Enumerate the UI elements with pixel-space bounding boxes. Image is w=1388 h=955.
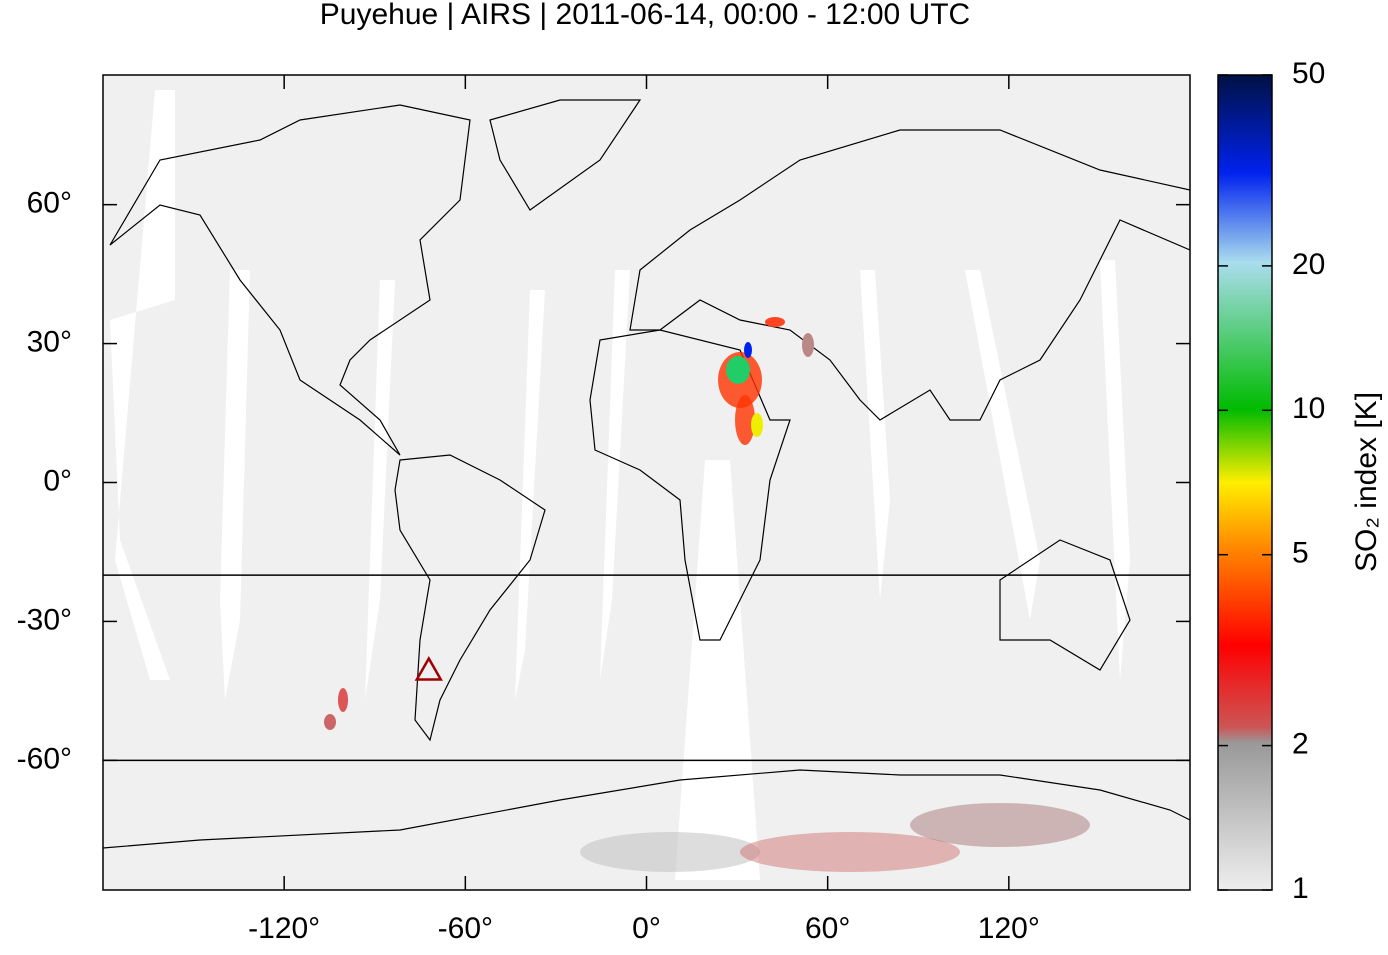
plot-background [103,75,1190,890]
x-tick-label: 60° [805,912,850,945]
colorbar-tick-label: 2 [1292,728,1309,761]
x-tick-label: 120° [978,912,1040,945]
colorbar-tick-label: 50 [1292,57,1325,90]
colorbar-tick-label: 5 [1292,537,1309,570]
colorbar-tick-label: 20 [1292,248,1325,281]
y-tick-label: -60° [17,742,72,775]
coastlines [103,99,1190,849]
x-tick-label: -120° [248,912,320,945]
so2-plumes [324,317,1090,872]
y-tick-label: 30° [27,326,72,359]
colorbar-label: SO₂ index [K] [1350,392,1383,572]
colorbar-tick-label: 1 [1292,872,1309,905]
y-tick-label: -30° [17,603,72,636]
plot-area [103,75,1190,890]
x-tick-label: -60° [438,912,493,945]
colorbar-tick-label: 10 [1292,392,1325,425]
x-tick-label: 0° [632,912,661,945]
colorbar [1217,74,1273,891]
volcano-marker [414,655,443,681]
y-tick-label: 0° [43,464,72,497]
y-tick-label: 60° [27,187,72,220]
map-title: Puyehue | AIRS | 2011-06-14, 00:00 - 12:… [320,0,970,31]
